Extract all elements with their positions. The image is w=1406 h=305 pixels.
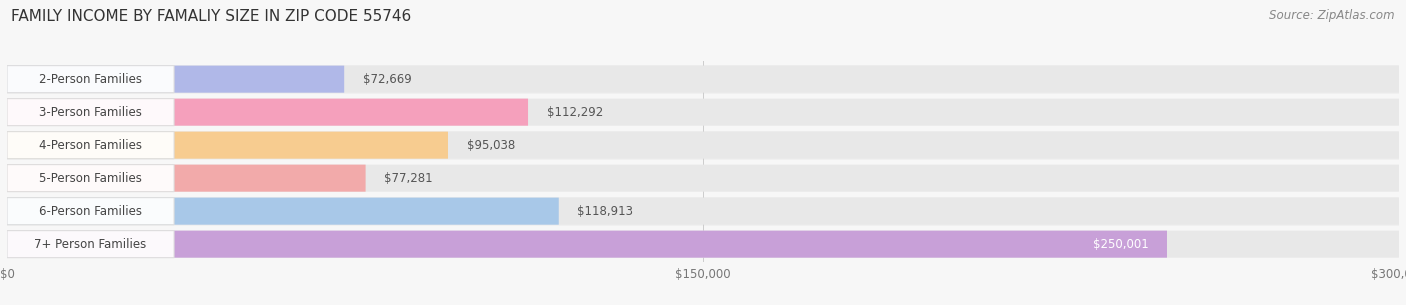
Bar xyxy=(7,197,1399,226)
Text: $118,913: $118,913 xyxy=(578,205,633,218)
Bar xyxy=(7,98,1399,127)
FancyBboxPatch shape xyxy=(7,132,174,159)
FancyBboxPatch shape xyxy=(7,198,174,225)
FancyBboxPatch shape xyxy=(7,231,1399,258)
Text: 6-Person Families: 6-Person Families xyxy=(39,205,142,218)
FancyBboxPatch shape xyxy=(7,198,558,225)
Bar xyxy=(7,131,1399,160)
Text: 2-Person Families: 2-Person Families xyxy=(39,73,142,86)
FancyBboxPatch shape xyxy=(7,66,1399,93)
Bar xyxy=(7,230,1399,259)
Text: $112,292: $112,292 xyxy=(547,106,603,119)
FancyBboxPatch shape xyxy=(7,99,1399,126)
FancyBboxPatch shape xyxy=(7,231,1167,258)
FancyBboxPatch shape xyxy=(7,198,1399,225)
Text: $72,669: $72,669 xyxy=(363,73,412,86)
Text: FAMILY INCOME BY FAMALIY SIZE IN ZIP CODE 55746: FAMILY INCOME BY FAMALIY SIZE IN ZIP COD… xyxy=(11,9,412,24)
Text: 5-Person Families: 5-Person Families xyxy=(39,172,142,185)
FancyBboxPatch shape xyxy=(7,66,174,93)
FancyBboxPatch shape xyxy=(7,132,449,159)
Text: Source: ZipAtlas.com: Source: ZipAtlas.com xyxy=(1270,9,1395,22)
FancyBboxPatch shape xyxy=(7,165,174,192)
Bar xyxy=(7,65,1399,94)
Text: $95,038: $95,038 xyxy=(467,139,515,152)
FancyBboxPatch shape xyxy=(7,66,344,93)
Text: 4-Person Families: 4-Person Families xyxy=(39,139,142,152)
FancyBboxPatch shape xyxy=(7,165,366,192)
Text: 7+ Person Families: 7+ Person Families xyxy=(34,238,146,251)
Text: $77,281: $77,281 xyxy=(384,172,433,185)
FancyBboxPatch shape xyxy=(7,132,1399,159)
FancyBboxPatch shape xyxy=(7,165,1399,192)
Bar xyxy=(7,163,1399,193)
FancyBboxPatch shape xyxy=(7,231,174,258)
Text: 3-Person Families: 3-Person Families xyxy=(39,106,142,119)
FancyBboxPatch shape xyxy=(7,99,529,126)
Text: $250,001: $250,001 xyxy=(1092,238,1149,251)
FancyBboxPatch shape xyxy=(7,99,174,126)
